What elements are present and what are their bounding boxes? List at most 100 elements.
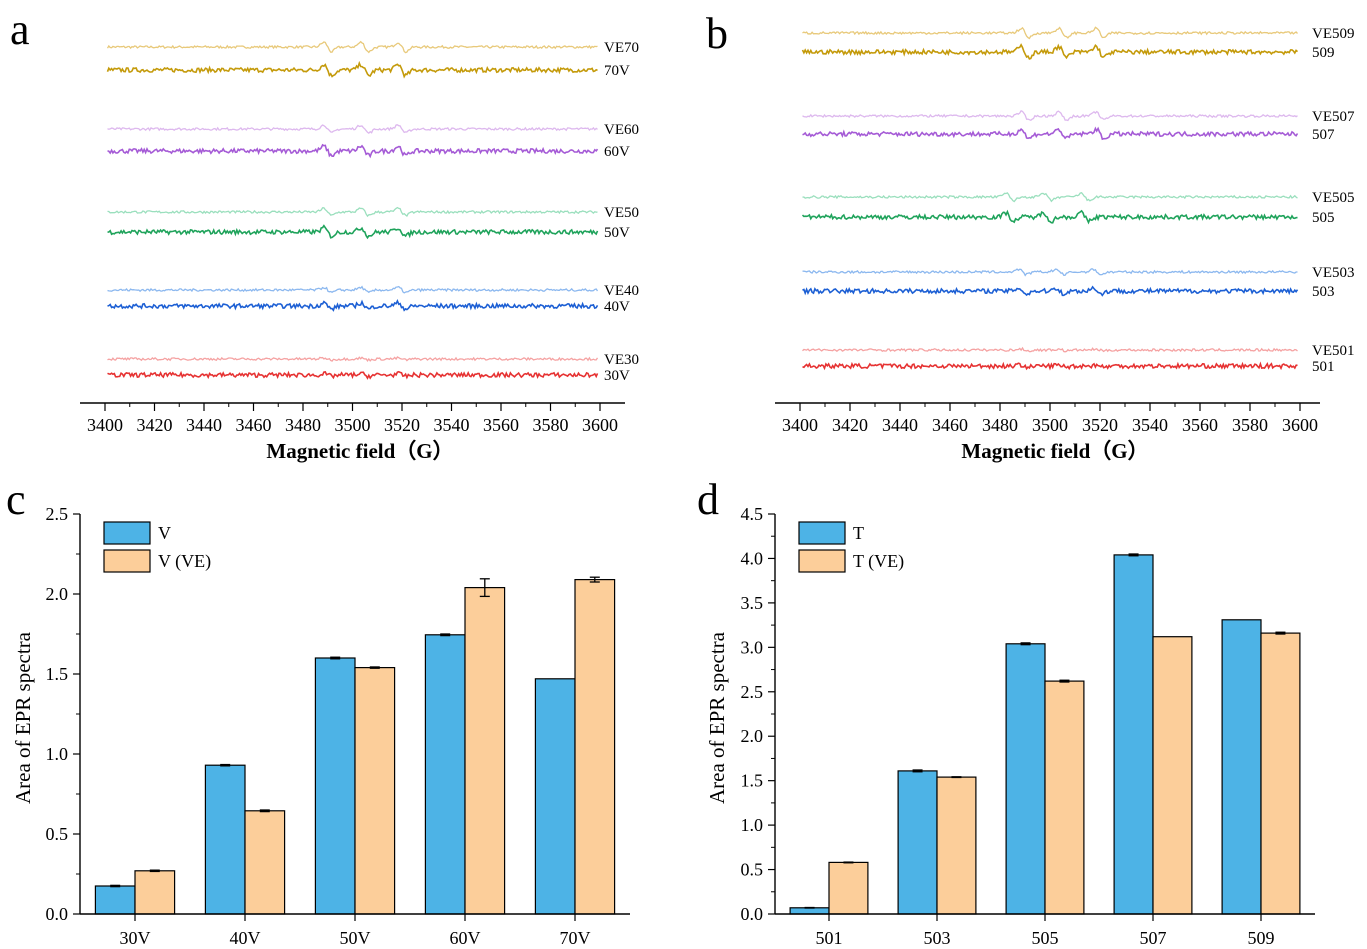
x-tick-label: 3400 <box>87 415 123 435</box>
spectrum-label-70v: 70V <box>604 63 630 79</box>
x-tick-label: 3500 <box>1032 415 1068 435</box>
x-tick-label: 3440 <box>186 415 222 435</box>
axes-d: 501 503 505 507 509 0.0 0.5 1.0 1.5 2.0 2.5 3.0 3.5 4… <box>741 504 1315 948</box>
bar-d-t-ve--501 <box>828 861 869 915</box>
bar-d-t-ve--503 <box>936 776 977 915</box>
y-tick-label: 2.5 <box>741 682 764 702</box>
spectrum-label-503: 503 <box>1312 284 1335 300</box>
spectrum-label-507: 507 <box>1312 127 1335 143</box>
x-tick-label: 3540 <box>434 415 470 435</box>
spectrum-line-503 <box>802 285 1299 297</box>
spectrum-line-505 <box>801 209 1298 225</box>
bar-c-v-ve--30v <box>134 870 176 915</box>
category-label-503: 503 <box>924 928 951 948</box>
legend-swatch-t-ve- <box>798 549 846 573</box>
spectrum-label-ve501: VE501 <box>1312 343 1355 359</box>
spectrum-label-40v: 40V <box>604 299 630 315</box>
spectrum-line-509 <box>801 43 1299 60</box>
panel-d-bar-chart: 501 503 505 507 509 0.0 0.5 1.0 1.5 2.0 2.5 3.0 3.5 4… <box>705 504 1315 948</box>
category-label-505: 505 <box>1032 928 1059 948</box>
x-tick-label: 3400 <box>782 415 818 435</box>
x-ticks-b: 3400 3420 3440 3460 3480 3500 3520 3540 3560 3580… <box>782 403 1318 435</box>
spectrum-label-505: 505 <box>1312 210 1335 226</box>
panel-c-bar-chart: 30V 40V 50V 60V 70V 0.0 0.5 1.0 1.5 2.0 2.5 V V (VE… <box>11 504 630 948</box>
x-tick-label: 3600 <box>582 415 618 435</box>
y-tick-label: 2.0 <box>46 584 69 604</box>
spectrum-label-ve30: VE30 <box>604 352 639 368</box>
y-tick-label: 1.5 <box>46 664 69 684</box>
bar-c-v-50v <box>314 657 356 915</box>
x-tick-label: 3540 <box>1132 415 1168 435</box>
x-tick-label: 3580 <box>1232 415 1268 435</box>
spectrum-label-ve60: VE60 <box>604 122 639 138</box>
bar-d-t-ve--505 <box>1044 680 1085 915</box>
spectrum-label-ve40: VE40 <box>604 283 639 299</box>
spectrum-line-40v <box>107 299 599 312</box>
spectrum-line-ve501 <box>802 346 1298 353</box>
bar-c-v-30v <box>94 885 136 915</box>
spectrum-label-ve507: VE507 <box>1312 109 1355 125</box>
spectrum-label-50v: 50V <box>604 225 630 241</box>
x-tick-label: 3420 <box>832 415 868 435</box>
y-tick-label: 0.5 <box>741 860 764 880</box>
panel-letter-a: a <box>10 5 30 54</box>
spectrum-line-501 <box>802 361 1298 371</box>
axes-c: 30V 40V 50V 60V 70V 0.0 0.5 1.0 1.5 2.0 2.5 <box>46 504 630 948</box>
spectrum-line-507 <box>802 126 1299 141</box>
spectrum-label-60v: 60V <box>604 144 630 160</box>
spectrum-line-ve30 <box>107 356 599 363</box>
x-tick-label: 3560 <box>483 415 519 435</box>
x-tick-label: 3460 <box>932 415 968 435</box>
bar-d-t-509 <box>1221 619 1262 915</box>
y-tick-label: 0.5 <box>46 824 69 844</box>
panel-b-epr-spectra: VE509 509 VE507 507 VE505 505 VE503 503 VE501501… <box>775 26 1355 463</box>
y-axis-title-c: Area of EPR spectra <box>11 631 35 804</box>
spectrum-line-ve50 <box>107 206 598 218</box>
spectrum-line-ve70 <box>106 40 598 54</box>
y-tick-label: 0.0 <box>741 904 764 924</box>
bars-c <box>94 576 616 915</box>
y-tick-label: 1.0 <box>741 815 764 835</box>
category-label-70v: 70V <box>560 928 591 948</box>
legend-swatch-v <box>103 521 151 545</box>
spectrum-label-ve509: VE509 <box>1312 26 1355 42</box>
panel-letter-b: b <box>706 9 728 58</box>
spectrum-label-30v: 30V <box>604 368 630 384</box>
spectrum-label-ve50: VE50 <box>604 205 639 221</box>
spectrum-label-ve70: VE70 <box>604 40 639 56</box>
bar-c-v-ve--70v <box>574 578 616 915</box>
x-axis-title-a: Magnetic field（G） <box>266 439 453 463</box>
x-ticks-a: 3400 3420 3440 3460 3480 3500 3520 3540 3560 3580… <box>87 403 618 435</box>
bar-c-v-ve--40v <box>244 810 286 915</box>
x-tick-label: 3600 <box>1282 415 1318 435</box>
bar-c-v-ve--60v <box>464 586 506 915</box>
y-tick-label: 0.0 <box>46 904 69 924</box>
bar-c-v-70v <box>534 678 576 915</box>
x-tick-label: 3480 <box>982 415 1018 435</box>
spectrum-label-ve505: VE505 <box>1312 190 1355 206</box>
spectrum-line-ve60 <box>107 124 598 135</box>
legend-c: V V (VE) <box>103 521 211 573</box>
x-tick-label: 3520 <box>1082 415 1118 435</box>
x-tick-label: 3460 <box>236 415 272 435</box>
bar-c-v-ve--50v <box>354 666 396 915</box>
spectrum-line-ve509 <box>802 26 1298 40</box>
legend-label: V (VE) <box>158 551 211 572</box>
y-tick-label: 4.5 <box>741 504 764 524</box>
y-tick-label: 3.5 <box>741 593 764 613</box>
y-tick-label: 2.0 <box>741 726 764 746</box>
category-label-40v: 40V <box>230 928 261 948</box>
spectrum-line-50v <box>107 224 599 240</box>
y-tick-label: 1.5 <box>741 771 764 791</box>
spectrum-label-509: 509 <box>1312 45 1335 61</box>
x-tick-label: 3480 <box>285 415 321 435</box>
y-axis-title-d: Area of EPR spectra <box>705 631 729 804</box>
bar-d-t-501 <box>789 907 830 915</box>
panel-letter-c: c <box>6 475 26 524</box>
spectrum-line-60v <box>107 143 599 159</box>
spectrum-line-70v <box>106 60 598 79</box>
legend-d: T T (VE) <box>798 521 904 573</box>
bar-d-t-503 <box>897 770 938 915</box>
